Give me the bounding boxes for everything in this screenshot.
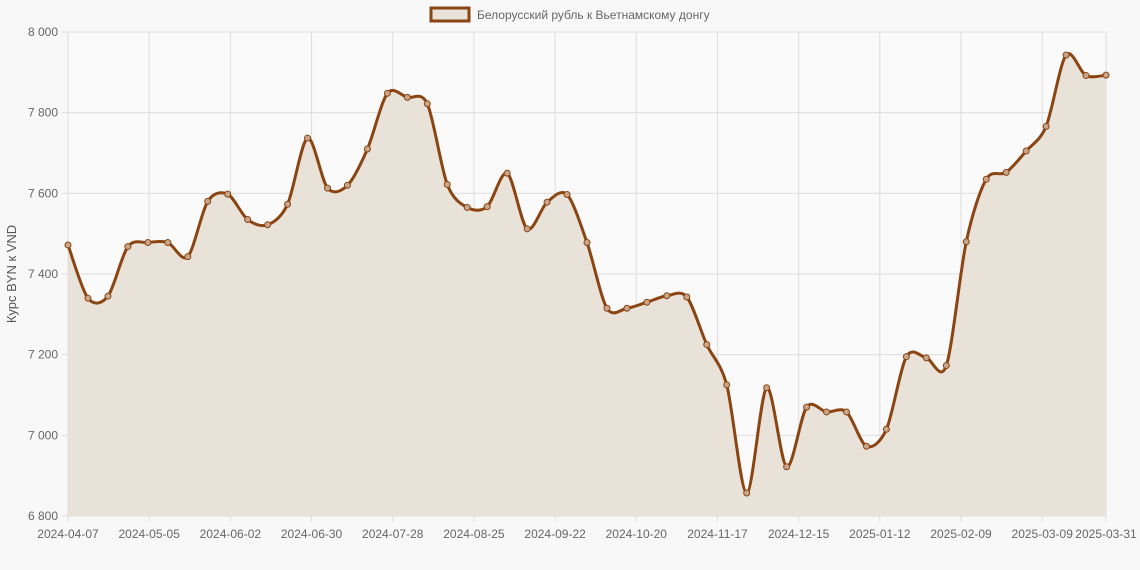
data-point[interactable] bbox=[463, 203, 471, 211]
x-axis-ticks: 2024-04-07 2024-05-05 2024-06-02 2024-06-30… bbox=[37, 527, 1137, 541]
data-point[interactable] bbox=[902, 353, 910, 361]
y-tick-label: 7 800 bbox=[28, 106, 58, 120]
data-point[interactable] bbox=[882, 425, 890, 433]
data-point[interactable] bbox=[264, 221, 272, 229]
x-tick-label: 2025-03-09 bbox=[1012, 527, 1074, 541]
legend-label[interactable]: Белорусский рубль к Вьетнамскому донгу bbox=[477, 8, 710, 22]
data-point[interactable] bbox=[803, 403, 811, 411]
x-tick-label: 2024-06-02 bbox=[200, 527, 262, 541]
data-point[interactable] bbox=[144, 239, 152, 247]
x-tick-label: 2025-01-12 bbox=[849, 527, 911, 541]
x-tick-label: 2024-12-15 bbox=[768, 527, 830, 541]
data-point[interactable] bbox=[942, 362, 950, 370]
data-point[interactable] bbox=[723, 381, 731, 389]
data-point[interactable] bbox=[1082, 72, 1090, 80]
data-point[interactable] bbox=[1062, 51, 1070, 59]
legend-swatch[interactable] bbox=[429, 6, 471, 23]
data-point[interactable] bbox=[823, 408, 831, 416]
x-tick-label: 2024-09-22 bbox=[524, 527, 586, 541]
data-point[interactable] bbox=[1042, 122, 1050, 130]
data-point[interactable] bbox=[64, 241, 72, 249]
data-point[interactable] bbox=[623, 304, 631, 312]
data-point[interactable] bbox=[643, 298, 651, 306]
data-point[interactable] bbox=[1002, 168, 1010, 176]
data-point[interactable] bbox=[304, 134, 312, 142]
y-tick-label: 8 000 bbox=[28, 25, 58, 39]
data-point[interactable] bbox=[743, 489, 751, 497]
data-point[interactable] bbox=[403, 93, 411, 101]
data-point[interactable] bbox=[783, 463, 791, 471]
y-tick-label: 7 400 bbox=[28, 267, 58, 281]
data-point[interactable] bbox=[703, 341, 711, 349]
data-point[interactable] bbox=[563, 191, 571, 199]
series-area bbox=[68, 53, 1106, 516]
y-axis-title: Курс BYN к VND bbox=[4, 225, 19, 323]
data-point[interactable] bbox=[124, 243, 132, 251]
data-point[interactable] bbox=[363, 145, 371, 153]
data-point[interactable] bbox=[423, 100, 431, 108]
data-point[interactable] bbox=[922, 354, 930, 362]
area-fill bbox=[68, 53, 1106, 516]
x-tick-label: 2024-11-17 bbox=[687, 527, 748, 541]
data-point[interactable] bbox=[982, 175, 990, 183]
data-point[interactable] bbox=[683, 293, 691, 301]
data-point[interactable] bbox=[104, 292, 112, 300]
data-point[interactable] bbox=[543, 198, 551, 206]
x-tick-label: 2025-03-31 bbox=[1075, 527, 1137, 541]
y-tick-label: 7 600 bbox=[28, 186, 58, 200]
y-tick-label: 7 200 bbox=[28, 348, 58, 362]
y-tick-label: 6 800 bbox=[28, 509, 58, 523]
data-points bbox=[64, 51, 1110, 497]
y-axis-ticks: 8 000 7 800 7 600 7 400 7 200 7 000 6 800 bbox=[28, 25, 58, 523]
data-point[interactable] bbox=[343, 181, 351, 189]
data-point[interactable] bbox=[663, 292, 671, 300]
data-point[interactable] bbox=[1102, 71, 1110, 79]
data-point[interactable] bbox=[1022, 147, 1030, 155]
data-point[interactable] bbox=[962, 238, 970, 246]
data-point[interactable] bbox=[244, 216, 252, 224]
x-tick-label: 2024-06-30 bbox=[281, 527, 343, 541]
data-point[interactable] bbox=[164, 239, 172, 247]
data-point[interactable] bbox=[224, 190, 232, 198]
data-point[interactable] bbox=[284, 200, 292, 208]
data-point[interactable] bbox=[862, 442, 870, 450]
data-point[interactable] bbox=[204, 197, 212, 205]
data-point[interactable] bbox=[583, 239, 591, 247]
data-point[interactable] bbox=[84, 294, 92, 302]
x-tick-label: 2024-07-28 bbox=[362, 527, 424, 541]
x-tick-label: 2024-10-20 bbox=[606, 527, 668, 541]
data-point[interactable] bbox=[603, 304, 611, 312]
y-tick-label: 7 000 bbox=[28, 428, 58, 442]
legend[interactable]: Белорусский рубль к Вьетнамскому донгу bbox=[429, 6, 710, 23]
data-point[interactable] bbox=[184, 253, 192, 261]
data-point[interactable] bbox=[383, 89, 391, 97]
x-tick-label: 2024-05-05 bbox=[118, 527, 180, 541]
x-tick-label: 2024-08-25 bbox=[443, 527, 505, 541]
data-point[interactable] bbox=[324, 184, 331, 192]
data-point[interactable] bbox=[843, 408, 850, 416]
x-tick-label: 2024-04-07 bbox=[37, 527, 99, 541]
data-point[interactable] bbox=[523, 225, 531, 233]
x-tick-label: 2025-02-09 bbox=[930, 527, 992, 541]
data-point[interactable] bbox=[443, 180, 451, 188]
data-point[interactable] bbox=[763, 384, 771, 392]
data-point[interactable] bbox=[503, 169, 511, 177]
data-point[interactable] bbox=[483, 203, 491, 211]
